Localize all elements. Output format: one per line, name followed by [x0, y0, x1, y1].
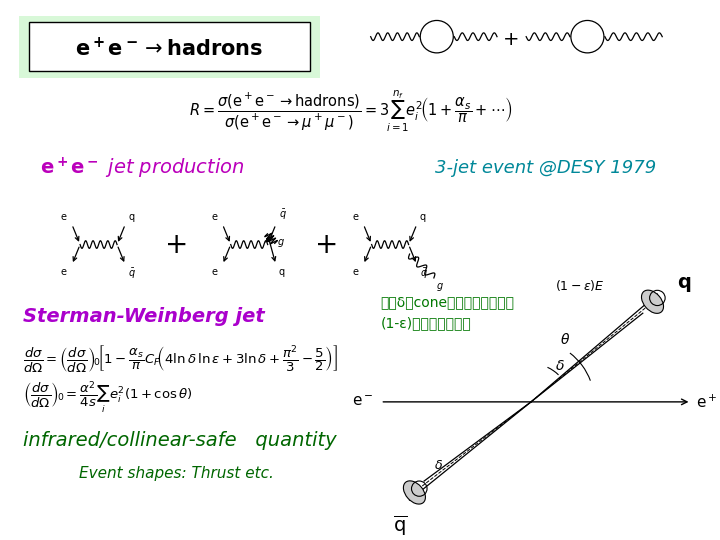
Bar: [19, 16, 320, 78]
Text: $R = \dfrac{\sigma(\mathrm{e^+e^-} \to \mathrm{hadrons})}{\sigma(\mathrm{e^+e^-}: $R = \dfrac{\sigma(\mathrm{e^+e^-} \to \…: [189, 89, 513, 133]
Text: $\mathbf{e^+e^-} \rightarrow \mathbf{hadrons}$: $\mathbf{e^+e^-} \rightarrow \mathbf{had…: [76, 37, 264, 60]
Text: $\mathbf{e^+e^-}$ jet production: $\mathbf{e^+e^-}$ jet production: [40, 156, 245, 181]
Ellipse shape: [642, 290, 664, 313]
Text: e: e: [61, 267, 67, 276]
Text: e: e: [353, 267, 359, 276]
Text: e: e: [212, 267, 217, 276]
Text: +: +: [503, 30, 520, 49]
Text: $\bar{q}$: $\bar{q}$: [420, 267, 428, 281]
Bar: [29, 22, 310, 71]
Text: $\theta$: $\theta$: [560, 333, 570, 347]
Text: $(1-\varepsilon)E$: $(1-\varepsilon)E$: [555, 278, 605, 293]
Text: e: e: [353, 212, 359, 222]
Text: $\mathrm{e}^+$: $\mathrm{e}^+$: [696, 393, 718, 410]
Text: q: q: [677, 273, 690, 292]
Text: $\bar{q}$: $\bar{q}$: [128, 267, 136, 281]
Text: $\delta$: $\delta$: [555, 359, 565, 373]
Text: +: +: [165, 231, 188, 259]
Text: g: g: [278, 237, 284, 247]
Text: Event shapes: Thrust etc.: Event shapes: Thrust etc.: [79, 466, 274, 481]
Text: 半角δのconeに全エネルギーの: 半角δのconeに全エネルギーの: [380, 295, 514, 309]
Text: Sterman-Weinberg jet: Sterman-Weinberg jet: [23, 307, 264, 326]
Text: e: e: [61, 212, 67, 222]
Text: infrared/collinear-safe   quantity: infrared/collinear-safe quantity: [23, 430, 336, 449]
Text: (1-ε)倍が放出される: (1-ε)倍が放出される: [380, 316, 471, 330]
Text: 3-jet event @DESY 1979: 3-jet event @DESY 1979: [435, 159, 656, 177]
Text: $\delta$: $\delta$: [434, 459, 443, 472]
Text: +: +: [315, 231, 338, 259]
Text: q: q: [420, 212, 426, 222]
Text: $\bar{q}$: $\bar{q}$: [279, 208, 287, 222]
Text: $\left(\dfrac{d\sigma}{d\Omega}\right)_{\!0} = \dfrac{\alpha^2}{4s}\sum_i e_i^2(: $\left(\dfrac{d\sigma}{d\Omega}\right)_{…: [23, 379, 192, 415]
Text: g: g: [437, 281, 443, 291]
Text: $\dfrac{d\sigma}{d\Omega} = \left(\dfrac{d\sigma}{d\Omega}\right)_{\!0}\!\left[1: $\dfrac{d\sigma}{d\Omega} = \left(\dfrac…: [23, 343, 338, 374]
Text: e: e: [212, 212, 217, 222]
Text: $\mathrm{e}^-$: $\mathrm{e}^-$: [352, 394, 374, 409]
Text: q: q: [128, 212, 135, 222]
Text: $\overline{\mathrm{q}}$: $\overline{\mathrm{q}}$: [392, 514, 407, 538]
Ellipse shape: [403, 481, 426, 504]
Text: q: q: [279, 267, 285, 276]
